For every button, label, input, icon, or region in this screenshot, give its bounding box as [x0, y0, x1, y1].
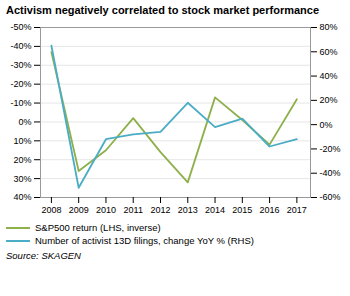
svg-text:20%: 20% — [13, 155, 31, 165]
svg-text:-40%: -40% — [320, 168, 341, 178]
svg-text:2010: 2010 — [96, 205, 116, 215]
svg-text:-10%: -10% — [10, 98, 31, 108]
svg-text:30%: 30% — [13, 173, 31, 183]
svg-text:60%: 60% — [320, 47, 338, 57]
svg-text:2013: 2013 — [178, 205, 198, 215]
html-text:S&P500 return (LHS, inverse): S&P500 return (LHS, inverse) — [35, 222, 161, 233]
html-text:Number of activist 13D filings: Number of activist 13D filings, change Y… — [35, 235, 254, 246]
svg-text:2016: 2016 — [260, 205, 280, 215]
html-text:Activism negatively correlated: Activism negatively correlated to stock … — [6, 4, 319, 16]
svg-text:2017: 2017 — [287, 205, 307, 215]
html-text:Source: SKAGEN: Source: SKAGEN — [6, 250, 81, 261]
svg-text:10%: 10% — [13, 136, 31, 146]
svg-text:-40%: -40% — [10, 41, 31, 51]
svg-text:20%: 20% — [320, 95, 338, 105]
svg-text:80%: 80% — [320, 22, 338, 32]
svg-text:2014: 2014 — [205, 205, 225, 215]
svg-text:0%: 0% — [320, 120, 333, 130]
svg-text:-30%: -30% — [10, 60, 31, 70]
svg-text:2012: 2012 — [150, 205, 170, 215]
svg-text:40%: 40% — [13, 192, 31, 202]
svg-text:2015: 2015 — [232, 205, 252, 215]
svg-text:-50%: -50% — [10, 22, 31, 32]
svg-text:2008: 2008 — [41, 205, 61, 215]
svg-text:40%: 40% — [320, 71, 338, 81]
svg-text:-20%: -20% — [10, 79, 31, 89]
svg-text:2011: 2011 — [124, 205, 143, 215]
svg-text:-60%: -60% — [320, 192, 341, 202]
svg-text:2009: 2009 — [69, 205, 89, 215]
svg-text:0%: 0% — [18, 117, 31, 127]
svg-text:-20%: -20% — [320, 144, 341, 154]
